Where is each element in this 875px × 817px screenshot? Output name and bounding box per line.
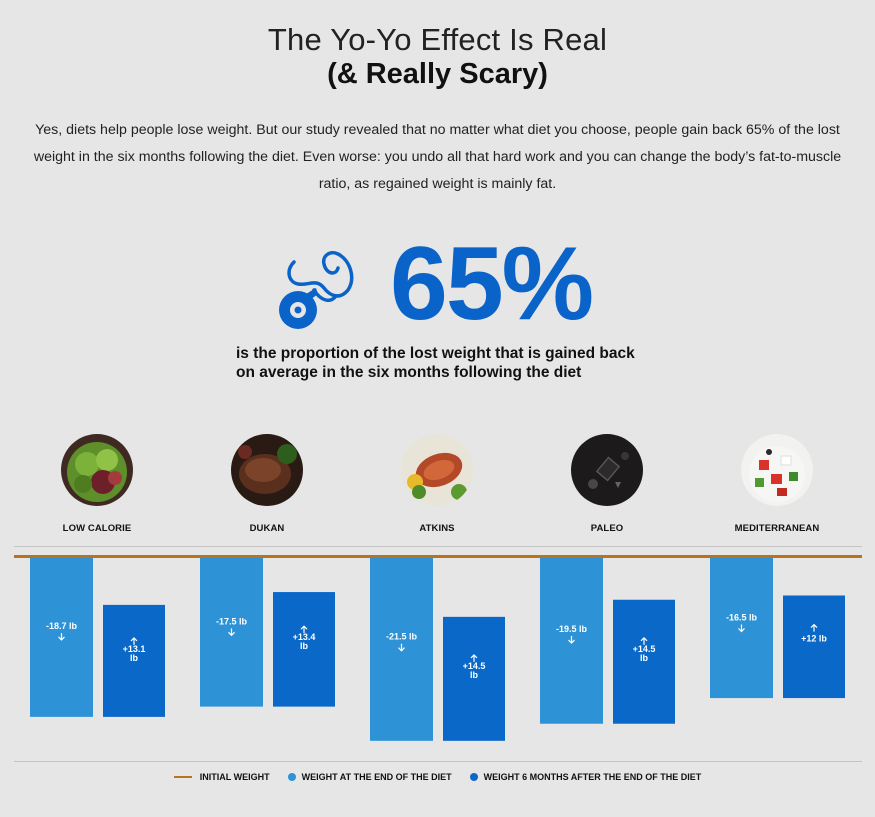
legend-swatch-end [287, 773, 296, 781]
bar-label-after: +13.1 [123, 644, 146, 654]
stat-caption-line1: is the proportion of the lost weight tha… [236, 345, 635, 362]
greek-salad-photo [741, 434, 813, 506]
legend-item-end: WEIGHT AT THE END OF THE DIET [287, 772, 452, 782]
chart-legend: INITIAL WEIGHT WEIGHT AT THE END OF THE … [0, 772, 875, 782]
steak-photo [231, 434, 303, 506]
up-arrow-icon [640, 636, 648, 645]
page-title: The Yo-Yo Effect Is Real [267, 22, 608, 57]
bar-label-after-unit: lb [300, 641, 309, 651]
legend-label-after: WEIGHT 6 MONTHS AFTER THE END OF THE DIE… [483, 772, 702, 782]
down-arrow-icon [738, 624, 745, 633]
initial-weight-line [14, 555, 862, 558]
stat-value: 65% [390, 226, 594, 342]
legend-swatch-after [469, 773, 478, 781]
bar-after-6-months [613, 599, 675, 724]
bottom-divider [14, 761, 862, 762]
down-arrow-icon [568, 636, 575, 644]
stat-caption: is the proportion of the lost weight tha… [236, 344, 656, 382]
bar-label-after-unit: lb [640, 653, 649, 663]
bar-label-after-unit: lb [470, 670, 479, 680]
top-divider [14, 546, 862, 547]
diet-label-low-calorie: LOW CALORIE [62, 523, 132, 534]
bar-label-end: -18.7 lb [46, 621, 78, 631]
bar-label-end: -16.5 lb [726, 612, 758, 622]
down-arrow-icon [58, 632, 65, 641]
salad-photo [61, 434, 133, 506]
legend-item-after: WEIGHT 6 MONTHS AFTER THE END OF THE DIE… [469, 772, 702, 782]
legend-label-initial: INITIAL WEIGHT [199, 772, 270, 782]
down-arrow-icon [228, 628, 235, 637]
salmon-photo [401, 434, 473, 506]
bar-after-6-months [273, 592, 335, 707]
legend-label-end: WEIGHT AT THE END OF THE DIET [301, 772, 452, 782]
intro-paragraph: Yes, diets help people lose weight. But … [33, 122, 842, 192]
up-arrow-icon [810, 623, 818, 632]
bar-label-end: -17.5 lb [216, 616, 248, 626]
diet-label-atkins: ATKINS [419, 523, 455, 534]
bar-label-after: +13.4 [293, 632, 316, 642]
up-arrow-icon [300, 625, 308, 634]
bar-after-6-months [783, 595, 845, 699]
diet-label-paleo: PALEO [590, 523, 624, 534]
stat-caption-line2: on average in the six months following t… [236, 364, 582, 381]
tape-measure-icon [276, 248, 362, 335]
diet-label-mediterranean: MEDITERRANEAN [734, 523, 820, 534]
page-subtitle: (& Really Scary) [327, 58, 548, 90]
bar-after-6-months [103, 604, 165, 717]
legend-item-initial: INITIAL WEIGHT [173, 772, 270, 782]
diet-label-dukan: DUKAN [249, 523, 285, 534]
bar-label-after: +14.5 [633, 644, 656, 654]
bar-label-end: -19.5 lb [556, 624, 588, 634]
legend-swatch-initial [173, 776, 192, 778]
bar-label-after: +12 lb [801, 634, 827, 644]
bar-label-end: -21.5 lb [386, 632, 418, 642]
up-arrow-icon [130, 637, 138, 645]
paleo-photo [571, 434, 643, 506]
bar-label-after-unit: lb [130, 653, 139, 663]
down-arrow-icon [398, 643, 405, 652]
bar-after-6-months [443, 616, 505, 741]
bar-label-after: +14.5 [463, 661, 486, 671]
up-arrow-icon [470, 654, 478, 662]
